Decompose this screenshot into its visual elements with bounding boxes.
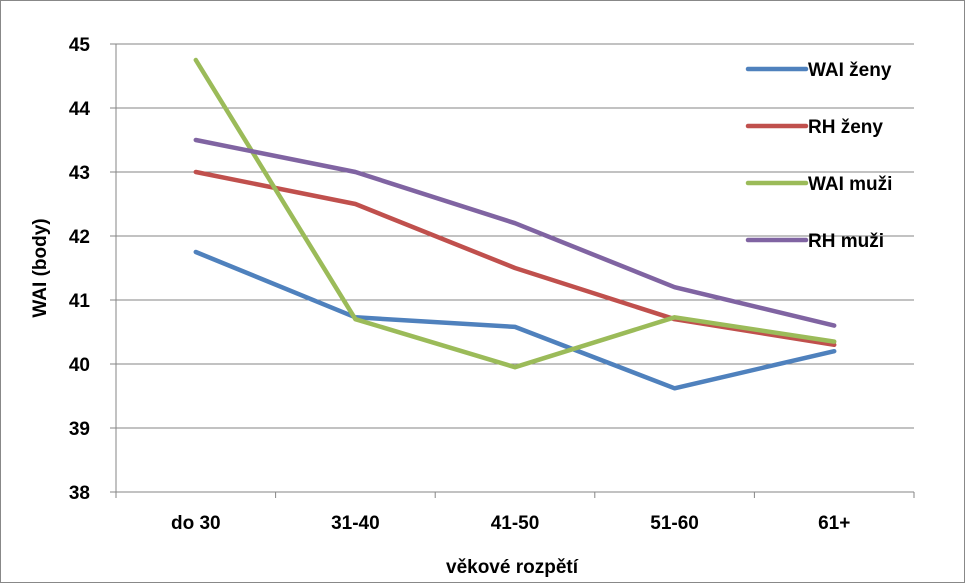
legend-label-2: WAI muži [808, 174, 892, 195]
y-tick-label: 38 [69, 483, 90, 504]
x-tick-label: 31-40 [331, 513, 380, 534]
y-tick-label: 43 [69, 163, 90, 184]
x-tick-label: 41-50 [491, 513, 540, 534]
legend-label-3: RH muži [808, 231, 884, 252]
y-tick-label: 45 [69, 35, 91, 56]
x-tick-label: 61+ [818, 513, 850, 534]
y-tick-label: 41 [69, 291, 91, 312]
x-tick-label: do 30 [171, 513, 221, 534]
y-axis-title: WAI (body) [30, 218, 51, 317]
y-tick-label: 44 [69, 99, 91, 120]
x-axis-title: věkové rozpětí [446, 557, 579, 578]
legend-label-0: WAI ženy [808, 60, 892, 81]
y-tick-label: 40 [69, 355, 90, 376]
y-tick-label: 39 [69, 419, 90, 440]
legend-label-1: RH ženy [808, 117, 883, 138]
y-tick-label: 42 [69, 227, 90, 248]
x-tick-label: 51-60 [650, 513, 699, 534]
